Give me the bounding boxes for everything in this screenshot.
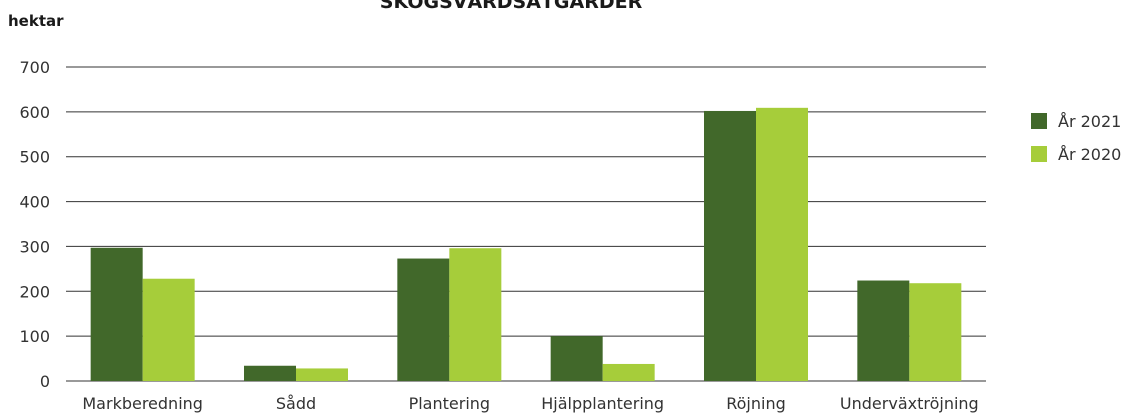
x-category-label: Markberedning: [82, 394, 203, 413]
bar-markberedning-2021: [90, 247, 143, 381]
bar-plantering-2020: [449, 248, 502, 381]
bar-hjälpplantering-2020: [602, 363, 655, 381]
y-tick-label: 300: [19, 237, 50, 256]
legend-swatch: [1031, 146, 1047, 162]
y-axis-label: hektar: [8, 12, 64, 30]
legend-label: År 2020: [1058, 145, 1121, 164]
bar-underväxtröjning-2021: [857, 280, 910, 381]
y-tick-label: 700: [19, 58, 50, 77]
legend-swatch: [1031, 113, 1047, 129]
bar-markberedning-2020: [142, 278, 195, 381]
y-tick-label: 600: [19, 103, 50, 122]
bar-sådd-2020: [296, 368, 348, 381]
legend: År 2021 År 2020: [1031, 112, 1121, 164]
bar-hjälpplantering-2021: [550, 336, 603, 381]
bar-plantering-2021: [397, 258, 450, 381]
bars: [90, 107, 962, 382]
bar-röjning-2021: [704, 110, 756, 382]
y-tick-label: 400: [19, 193, 50, 212]
x-axis-categories: Markberedning Sådd Plantering Hjälpplanteri…: [82, 394, 978, 413]
bar-underväxtröjning-2020: [909, 283, 962, 381]
x-category-label: Hjälpplantering: [541, 394, 664, 413]
gridlines: [66, 66, 986, 382]
x-category-label: Underväxtröjning: [840, 394, 979, 413]
chart-title: SKOGSVÅRDSÅTGÄRDER: [380, 0, 643, 13]
x-category-label: Röjning: [726, 394, 786, 413]
bar-röjning-2020: [756, 107, 808, 381]
y-tick-label: 0: [40, 372, 50, 391]
x-category-label: Plantering: [409, 394, 490, 413]
legend-label: År 2021: [1058, 112, 1121, 131]
y-axis-ticks: 0 100 200 300 400 500 600 700: [19, 58, 50, 391]
y-tick-label: 200: [19, 282, 50, 301]
x-category-label: Sådd: [276, 394, 316, 413]
y-tick-label: 100: [19, 327, 50, 346]
y-tick-label: 500: [19, 148, 50, 167]
bar-sådd-2021: [244, 365, 296, 381]
